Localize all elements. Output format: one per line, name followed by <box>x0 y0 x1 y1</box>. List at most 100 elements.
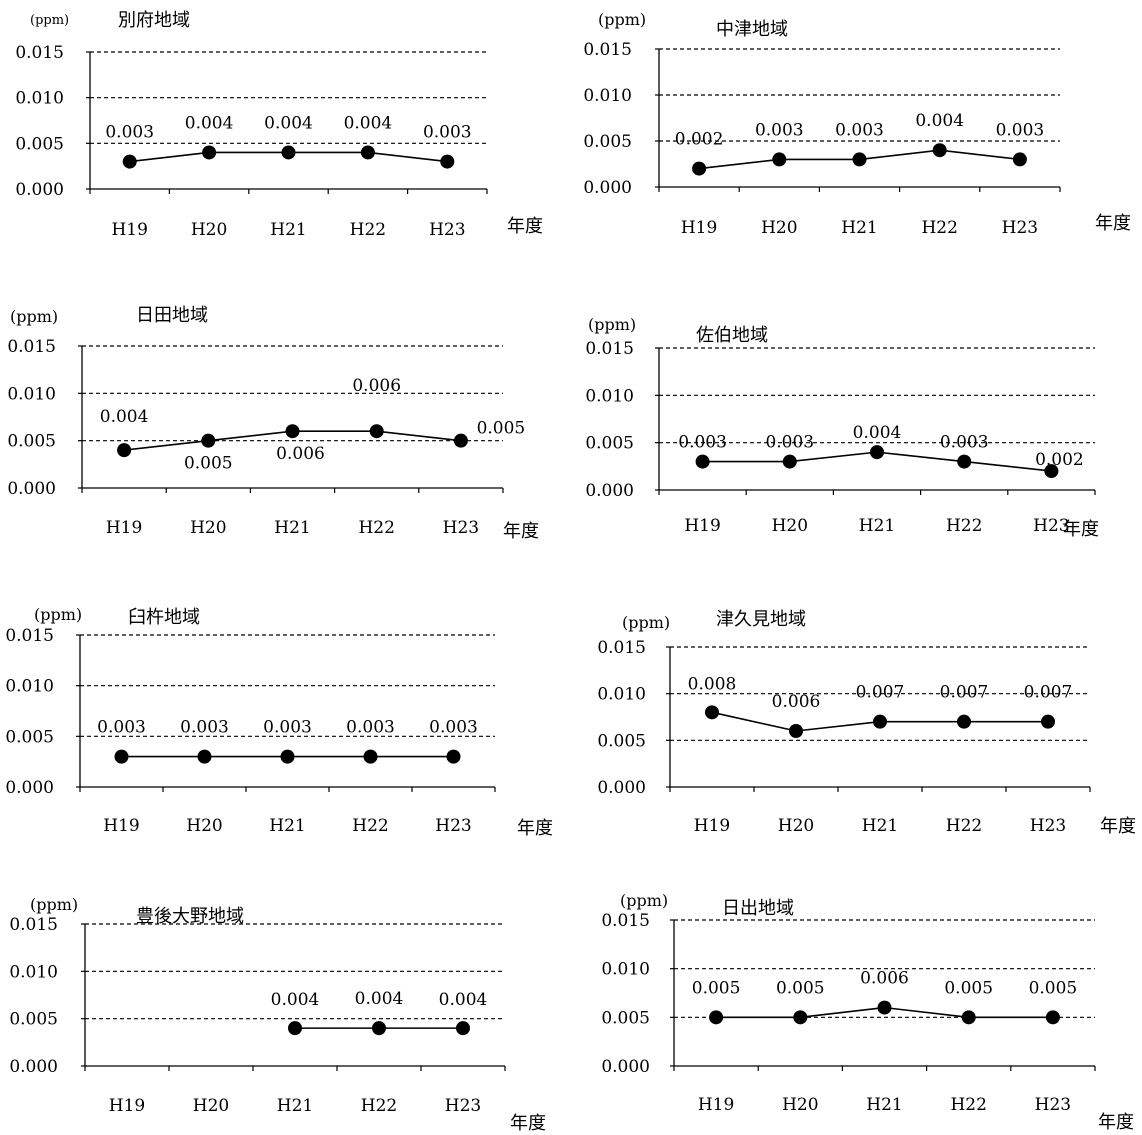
x-tick-label: H21 <box>841 218 877 238</box>
data-point <box>122 154 137 169</box>
x-tick-label: H22 <box>350 220 386 240</box>
data-point <box>705 705 719 720</box>
data-point <box>369 424 384 439</box>
data-label: 0.003 <box>423 123 472 143</box>
y-tick-label: 0.015 <box>597 638 646 658</box>
data-point <box>201 433 216 448</box>
y-tick-label: 0.015 <box>583 40 632 60</box>
x-axis-title: 年度 <box>510 1113 546 1134</box>
x-axis-title: 年度 <box>503 521 539 542</box>
data-label: 0.004 <box>439 990 488 1010</box>
y-axis-unit-label: (ppm) <box>620 891 668 910</box>
y-tick-label: 0.005 <box>601 1008 650 1028</box>
x-tick-label: H23 <box>429 220 465 240</box>
y-tick-label: 0.010 <box>5 677 54 697</box>
data-point <box>870 445 884 460</box>
data-point <box>873 714 887 729</box>
data-point <box>932 143 947 158</box>
x-tick-label: H21 <box>859 516 895 536</box>
data-point <box>372 1021 386 1036</box>
y-tick-label: 0.015 <box>7 337 56 357</box>
data-label: 0.004 <box>185 113 234 133</box>
y-tick-label: 0.010 <box>7 384 56 404</box>
data-label: 0.008 <box>688 674 737 694</box>
data-point <box>202 145 217 160</box>
chart-title: 豊後大野地域 <box>136 906 244 927</box>
x-tick-label: H22 <box>950 1095 986 1115</box>
y-tick-label: 0.000 <box>5 778 54 798</box>
x-tick-label: H21 <box>277 1096 313 1116</box>
y-tick-label: 0.005 <box>9 1010 58 1030</box>
x-tick-label: H22 <box>352 816 388 836</box>
data-point <box>288 1021 302 1036</box>
data-label: 0.002 <box>675 130 724 150</box>
data-point <box>440 154 455 169</box>
x-axis-title: 年度 <box>1063 519 1099 540</box>
data-point <box>782 454 797 469</box>
x-tick-label: H23 <box>1002 218 1038 238</box>
data-point <box>446 749 461 764</box>
y-axis-unit-label: (ppm) <box>622 613 670 632</box>
data-label: 0.006 <box>352 376 401 396</box>
data-label: 0.004 <box>271 990 320 1010</box>
y-tick-label: 0.010 <box>9 962 58 982</box>
y-tick-label: 0.015 <box>9 915 58 935</box>
x-tick-label: H22 <box>946 816 982 836</box>
y-tick-label: 0.005 <box>5 727 54 747</box>
x-tick-label: H21 <box>862 816 898 836</box>
data-point <box>692 161 707 176</box>
x-tick-label: H23 <box>445 1096 481 1116</box>
data-point <box>1041 714 1055 729</box>
chart-panel: 0.015 0.010 0.005 0.000 H19 H20 H21 H22 H23 (ppm)… <box>597 609 1136 837</box>
x-tick-label: H23 <box>1035 1095 1071 1115</box>
y-tick-label: 0.005 <box>597 731 646 751</box>
data-point <box>961 1010 976 1025</box>
chart-title: 中津地域 <box>716 19 788 40</box>
data-label: 0.003 <box>835 120 884 140</box>
x-tick-label: H23 <box>435 816 471 836</box>
data-point <box>1012 152 1027 167</box>
data-label: 0.006 <box>772 692 821 712</box>
data-point <box>957 714 971 729</box>
chart-title: 日田地域 <box>136 305 208 326</box>
y-axis-unit-label: (ppm) <box>598 10 646 29</box>
data-point <box>1045 1010 1060 1025</box>
x-tick-label: H19 <box>694 816 730 836</box>
y-tick-label: 0.005 <box>583 132 632 152</box>
data-point <box>793 1010 808 1025</box>
x-tick-label: H23 <box>1030 816 1066 836</box>
data-label: 0.004 <box>344 113 393 133</box>
y-axis-unit-label: (ppm) <box>30 895 78 914</box>
y-tick-label: 0.005 <box>7 432 56 452</box>
y-tick-label: 0.015 <box>601 911 650 931</box>
data-label: 0.003 <box>429 718 478 738</box>
data-label: 0.003 <box>755 120 804 140</box>
data-label: 0.005 <box>776 978 825 998</box>
data-label: 0.003 <box>97 718 146 738</box>
x-tick-label: H19 <box>109 1096 145 1116</box>
y-tick-label: 0.000 <box>15 180 64 200</box>
data-label: 0.004 <box>915 111 964 131</box>
y-tick-label: 0.015 <box>585 339 634 359</box>
x-tick-label: H19 <box>111 220 147 240</box>
x-tick-label: H23 <box>1033 516 1069 536</box>
data-label: 0.003 <box>346 718 395 738</box>
data-point <box>363 749 378 764</box>
data-label: 0.005 <box>184 454 233 474</box>
x-axis-title: 年度 <box>507 216 543 237</box>
x-tick-label: H19 <box>681 218 717 238</box>
chart-title: 津久見地域 <box>716 609 806 630</box>
x-tick-label: H20 <box>191 220 227 240</box>
data-label: 0.005 <box>1029 978 1078 998</box>
data-label: 0.006 <box>276 444 325 464</box>
data-label: 0.007 <box>856 683 905 703</box>
chart-panel: 0.015 0.010 0.005 0.000 H19 H20 H21 H22 H23 (ppm)… <box>601 891 1134 1133</box>
data-point <box>197 749 212 764</box>
data-label: 0.004 <box>100 407 149 427</box>
x-tick-label: H22 <box>358 518 394 538</box>
data-label: 0.003 <box>765 433 814 453</box>
data-label: 0.005 <box>944 978 993 998</box>
chart-panel: 0.015 0.010 0.005 0.000 H19 H20 H21 H22 H23 (ppm)… <box>5 605 553 839</box>
y-tick-label: 0.000 <box>597 778 646 798</box>
data-point <box>114 749 129 764</box>
